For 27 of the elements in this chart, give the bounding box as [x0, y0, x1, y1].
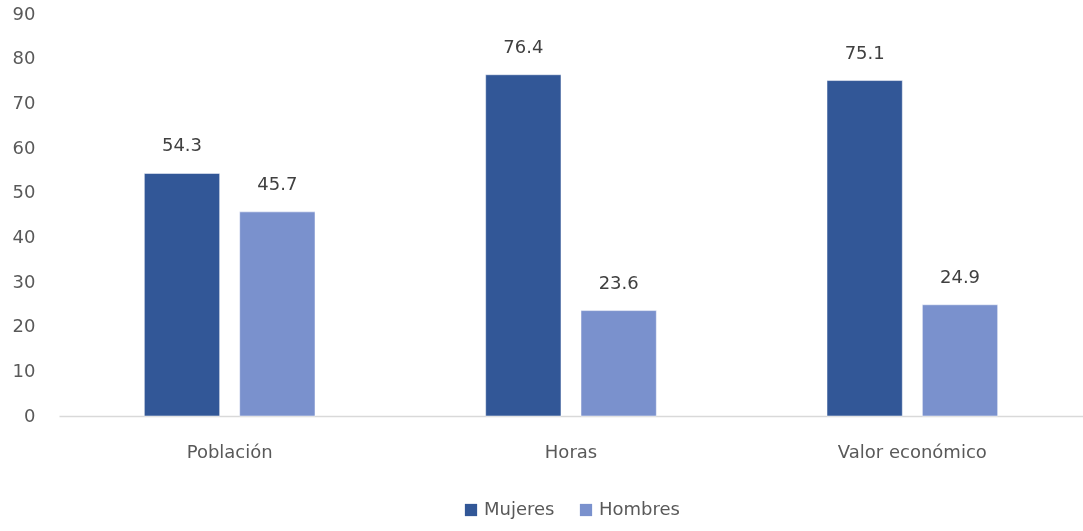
y-tick-label: 90	[12, 2, 36, 24]
bar	[921, 304, 999, 417]
data-label: 54.3	[161, 134, 203, 156]
x-tick-label: Horas	[544, 440, 598, 462]
y-tick-label: 50	[12, 181, 36, 203]
legend-label: Hombres	[599, 498, 680, 519]
bar	[143, 172, 221, 417]
bar	[485, 74, 562, 417]
y-tick-label: 80	[12, 47, 36, 69]
y-tick-label: 30	[12, 270, 36, 292]
data-label: 75.1	[844, 41, 885, 63]
data-label: 24.9	[939, 265, 981, 287]
legend-label: Mujeres	[484, 498, 555, 519]
y-tick-label: 20	[12, 315, 36, 337]
data-label: 45.7	[257, 172, 298, 194]
bar	[580, 310, 657, 417]
bar	[239, 211, 316, 417]
y-tick-label: 0	[24, 404, 36, 426]
y-tick-label: 10	[12, 359, 36, 381]
data-label: 76.4	[503, 35, 544, 57]
x-tick-label: Valor económico	[837, 440, 987, 462]
y-tick-label: 70	[12, 91, 36, 113]
y-tick-label: 40	[12, 225, 36, 247]
x-tick-label: Población	[186, 440, 273, 462]
y-tick-label: 60	[12, 136, 36, 158]
bar	[826, 80, 903, 417]
data-label: 23.6	[598, 271, 639, 293]
